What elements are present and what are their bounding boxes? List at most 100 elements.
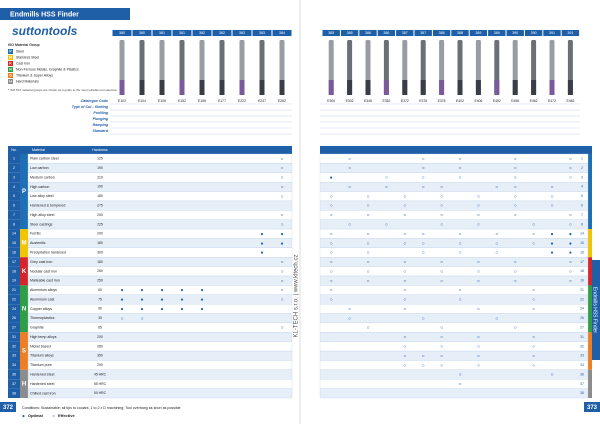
rating-symbol: ○ — [477, 278, 480, 284]
rating-symbol: ○ — [532, 231, 535, 237]
page-cell — [212, 30, 232, 36]
row-bg — [27, 360, 293, 370]
row-bg — [8, 154, 20, 164]
row-hardness: 90 — [98, 307, 102, 311]
row-bg — [8, 379, 20, 389]
column-page: 384 — [279, 31, 285, 35]
rating-symbol: ● — [550, 250, 553, 256]
row-material: Copper alloys — [30, 307, 52, 311]
row-bg — [8, 369, 20, 380]
rating-symbol: ○ — [477, 194, 480, 200]
row-no: 24 — [12, 307, 16, 311]
rating-symbol: ● — [200, 288, 203, 294]
rating-symbol: ○ — [569, 222, 572, 228]
row-hardness: 260 — [97, 269, 103, 273]
row-no-right: 3 — [581, 175, 583, 179]
rating-symbol: ○ — [440, 203, 443, 209]
column-page: 382 — [219, 31, 225, 35]
rating-symbol: ○ — [440, 213, 443, 219]
column-code: E152 — [178, 99, 186, 103]
row-bg — [319, 341, 589, 352]
rating-symbol: ○ — [422, 363, 425, 369]
iso-swatch — [8, 67, 13, 72]
header-bar — [0, 8, 130, 20]
row-bg — [8, 341, 20, 352]
column-page: 385 — [347, 31, 353, 35]
row-no-right: 31 — [580, 335, 584, 339]
rating-symbol: ○ — [280, 260, 283, 266]
rating-symbol: ○ — [458, 166, 461, 172]
rating-symbol: ○ — [120, 316, 123, 322]
iso-letter: K — [22, 269, 27, 275]
row-bg — [8, 229, 20, 239]
column-page: 383 — [239, 31, 245, 35]
rating-symbol: ○ — [550, 203, 553, 209]
row-material: Ferritic — [30, 232, 41, 236]
row-no-right: 19 — [580, 279, 584, 283]
iso-letter: P — [22, 189, 26, 195]
row-bg — [319, 228, 589, 239]
row-hardness: 65 — [98, 326, 102, 330]
page-number: 372 — [3, 405, 14, 411]
row-hardness: 190 — [97, 166, 103, 170]
page-cell — [272, 30, 292, 36]
rating-symbol: ○ — [514, 260, 517, 266]
rating-symbol: ○ — [348, 306, 351, 312]
iso-code: P — [9, 50, 12, 54]
row-bg — [8, 182, 20, 192]
row-material: Aluminium alloys — [30, 288, 57, 292]
tool-flute — [549, 80, 555, 95]
rating-symbol: ○ — [514, 175, 517, 181]
column-code: E222 — [238, 99, 246, 103]
rating-symbol: ○ — [330, 241, 333, 247]
rating-symbol: ● — [550, 241, 553, 247]
rating-symbol: ○ — [550, 372, 553, 378]
rating-symbol: ● — [140, 306, 143, 312]
iso-name: Cast Iron — [16, 62, 30, 66]
iso-letter: H — [22, 382, 26, 388]
column-code: E376 — [419, 99, 427, 103]
column-code: E177 — [218, 99, 226, 103]
column-code: E106 — [158, 99, 166, 103]
rating-symbol: ○ — [422, 231, 425, 237]
rating-symbol: ○ — [385, 222, 388, 228]
rating-symbol: ○ — [477, 306, 480, 312]
rating-symbol: ○ — [403, 306, 406, 312]
row-material: High alloy steel — [30, 213, 55, 217]
iso-band — [20, 154, 28, 230]
rating-symbol: ○ — [514, 269, 517, 275]
row-material: Hardened steel — [30, 372, 55, 376]
rating-symbol: ○ — [532, 353, 535, 359]
row-no: 16 — [12, 250, 16, 254]
row-hardness: 250 — [97, 279, 103, 283]
page-cell — [152, 30, 172, 36]
rating-symbol: ○ — [403, 231, 406, 237]
row-bg — [8, 200, 20, 211]
row-bg — [8, 285, 20, 295]
header-title: Endmills HSS Finder — [10, 11, 79, 18]
iso-letter: M — [22, 241, 27, 247]
rating-symbol: ○ — [422, 175, 425, 181]
iso-code: K — [9, 62, 12, 66]
page-cell — [172, 30, 192, 36]
row-no-right: 17 — [580, 260, 584, 264]
rating-symbol: ○ — [280, 194, 283, 200]
rating-symbol: ○ — [403, 213, 406, 219]
table-header — [320, 146, 592, 154]
row-bg — [27, 191, 293, 202]
page-cell — [322, 30, 340, 36]
page-cell — [414, 30, 432, 36]
rating-symbol: ○ — [477, 269, 480, 275]
rating-symbol: ○ — [422, 353, 425, 359]
column-page: 382 — [199, 31, 205, 35]
row-bg — [319, 163, 589, 173]
row-no-right: 33 — [580, 354, 584, 358]
tool-flute — [239, 80, 245, 95]
row-bg — [8, 247, 20, 258]
row-bg — [27, 369, 293, 380]
rating-symbol: ● — [200, 306, 203, 312]
row-no: 19 — [12, 279, 16, 283]
row-bg — [319, 379, 589, 389]
row-material: Steel castings — [30, 222, 53, 226]
